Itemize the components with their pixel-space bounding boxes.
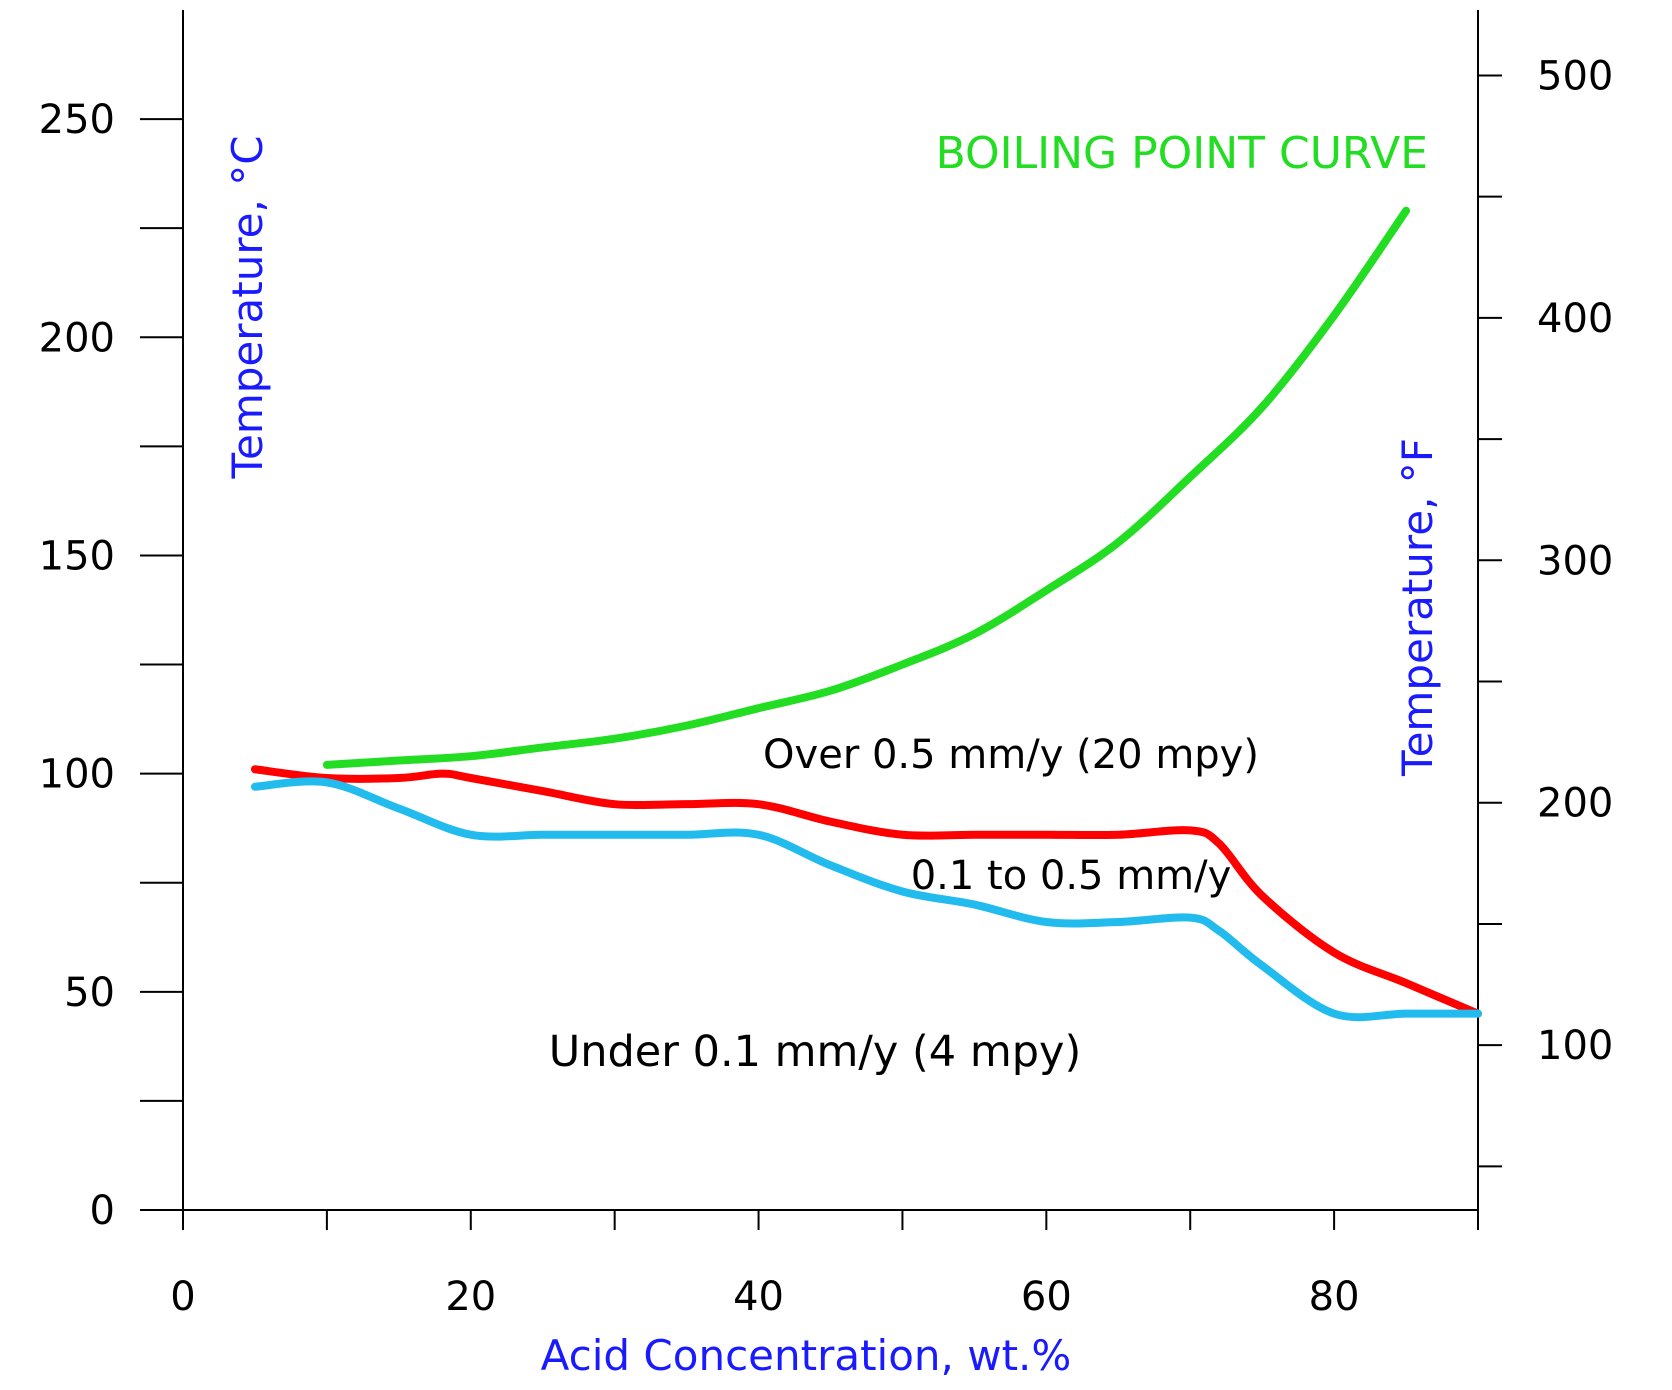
lower-corrosion-line — [250, 777, 1482, 1022]
upper-corrosion-line — [250, 765, 1482, 1018]
y-tick-label: 0 — [90, 1188, 115, 1234]
x-tick-label: 60 — [1021, 1274, 1072, 1320]
y2-tick-label: 500 — [1537, 53, 1613, 99]
annotation-over: Over 0.5 mm/y (20 mpy) — [763, 732, 1259, 778]
y2-tick-label: 400 — [1537, 296, 1613, 342]
y2-tick-label: 300 — [1537, 538, 1613, 584]
y-tick-label: 200 — [39, 315, 115, 361]
x-axis-title: Acid Concentration, wt.% — [541, 1331, 1072, 1380]
y2-tick-label: 200 — [1537, 781, 1613, 827]
boiling-point-line — [322, 206, 1411, 769]
labels: Acid Concentration, wt.% Temperature, °C… — [223, 128, 1442, 1380]
y-tick-label: 100 — [39, 752, 115, 798]
y-tick-label: 150 — [39, 533, 115, 579]
series-lines — [250, 206, 1482, 1022]
y-tick-label: 50 — [64, 970, 115, 1016]
x-tick-label: 80 — [1309, 1274, 1360, 1320]
x-tick-label: 20 — [445, 1274, 496, 1320]
x-tick-label: 0 — [170, 1274, 195, 1320]
y2-axis-title: Temperature, °F — [1393, 438, 1442, 777]
x-tick-label: 40 — [733, 1274, 784, 1320]
y2-tick-label: 100 — [1537, 1023, 1613, 1069]
annotation-under: Under 0.1 mm/y (4 mpy) — [549, 1027, 1081, 1077]
ticks: 0 20 40 60 80 0 50 100 150 200 250 100 200 300 400 500 — [39, 53, 1614, 1320]
y-axis-title: Temperature, °C — [223, 135, 272, 479]
y-tick-label: 250 — [39, 97, 115, 143]
boiling-point-title: BOILING POINT CURVE — [936, 128, 1428, 179]
annotation-mid: 0.1 to 0.5 mm/y — [911, 853, 1232, 899]
